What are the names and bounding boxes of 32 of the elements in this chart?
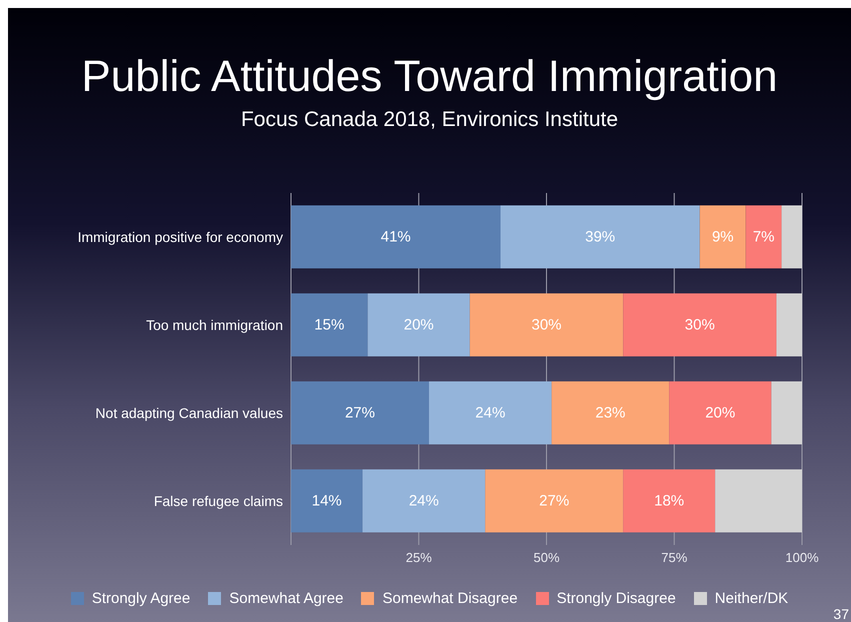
data-label: 27% <box>539 492 570 510</box>
x-tick-label: 75% <box>661 550 688 566</box>
legend-label: Strongly Disagree <box>556 590 676 607</box>
data-label: 9% <box>712 228 734 246</box>
y-tick-label: Too much immigration <box>146 316 283 333</box>
data-label: 41% <box>380 228 411 246</box>
legend-label: Somewhat Agree <box>229 590 344 607</box>
data-label: 23% <box>595 404 626 422</box>
legend-label: Strongly Agree <box>92 590 190 607</box>
data-label: 20% <box>404 316 434 334</box>
y-tick-label: Not adapting Canadian values <box>95 404 283 421</box>
y-tick-label: Immigration positive for economy <box>78 228 283 245</box>
data-label: 24% <box>475 404 506 422</box>
data-label: 15% <box>314 316 344 334</box>
data-label: 7% <box>752 228 775 246</box>
text: 37 <box>833 606 849 622</box>
data-label: 39% <box>585 228 616 246</box>
data-label: 14% <box>312 492 342 510</box>
data-label: 18% <box>654 492 684 510</box>
data-label: 20% <box>705 404 736 422</box>
x-tick-label: 100% <box>785 550 820 566</box>
legend-label: Somewhat Disagree <box>382 590 518 607</box>
chart-subtitle: Focus Canada 2018, Environics Institute <box>240 108 620 132</box>
data-label: 27% <box>344 404 375 422</box>
y-tick-label: False refugee claims <box>154 492 283 509</box>
x-tick-label: 50% <box>533 550 560 566</box>
data-label: 30% <box>684 316 715 334</box>
x-tick-label: 25% <box>406 550 432 566</box>
data-label: 30% <box>531 316 562 334</box>
legend-label: Neither/DK <box>714 590 788 607</box>
chart-title: Public Attitudes Toward Immigration <box>80 52 779 102</box>
data-label: 24% <box>408 492 439 510</box>
